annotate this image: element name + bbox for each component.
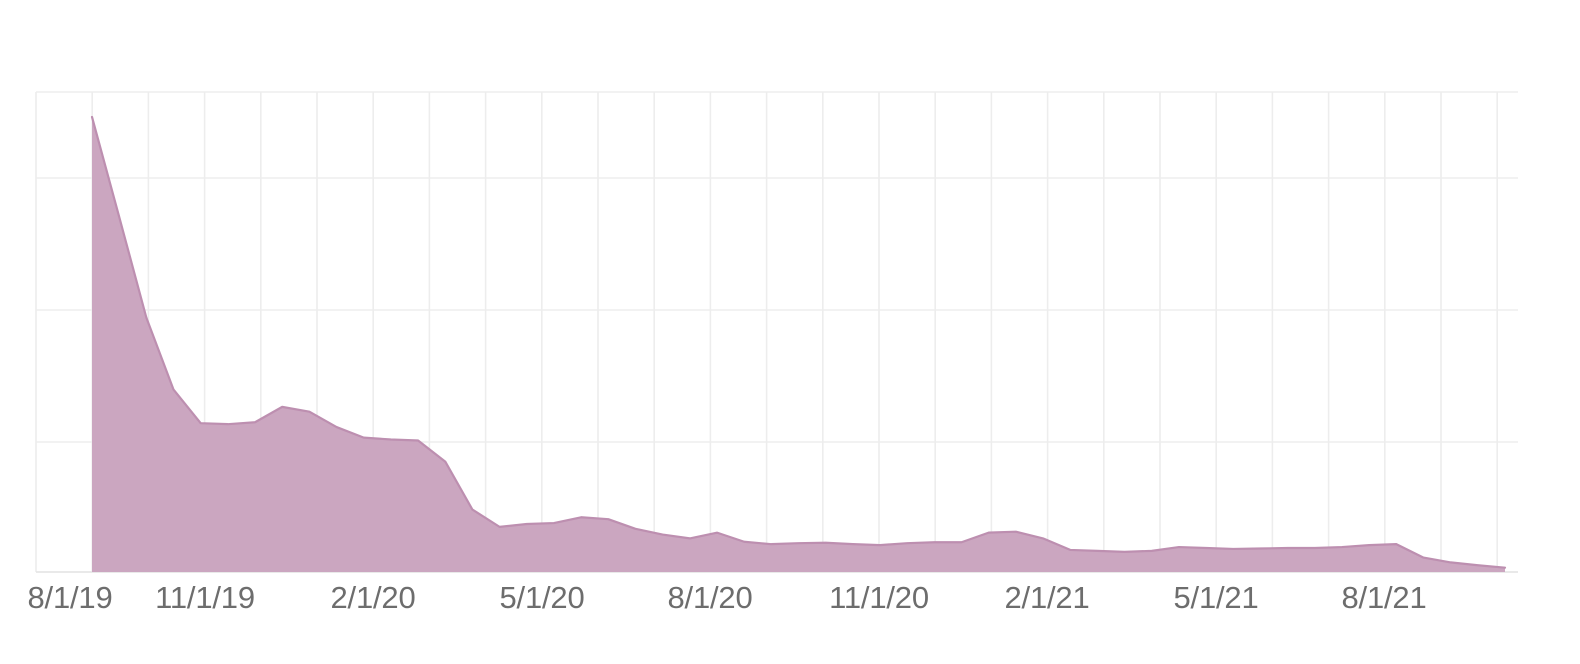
x-axis-tick-label: 11/1/19 bbox=[155, 580, 255, 615]
series-area-fill bbox=[92, 116, 1505, 573]
x-axis-tick-label: 5/1/21 bbox=[1173, 580, 1259, 615]
x-axis-tick-label: 2/1/20 bbox=[330, 580, 416, 615]
vertical-gridlines bbox=[35, 92, 1498, 572]
x-axis-tick-label: 11/1/20 bbox=[829, 580, 929, 615]
x-axis-tick-label: 2/1/21 bbox=[1004, 580, 1090, 615]
series-line bbox=[90, 115, 1507, 569]
x-axis-tick-label: 8/1/20 bbox=[667, 580, 753, 615]
x-axis-tick-label: 8/1/21 bbox=[1341, 580, 1427, 615]
x-axis-tick-label: 5/1/20 bbox=[499, 580, 585, 615]
x-axis-tick-labels: 8/1/19 11/1/19 2/1/20 5/1/20 8/1/20 11/1/20 2/… bbox=[0, 578, 1580, 638]
x-axis-tick-label: 8/1/19 bbox=[27, 580, 113, 615]
